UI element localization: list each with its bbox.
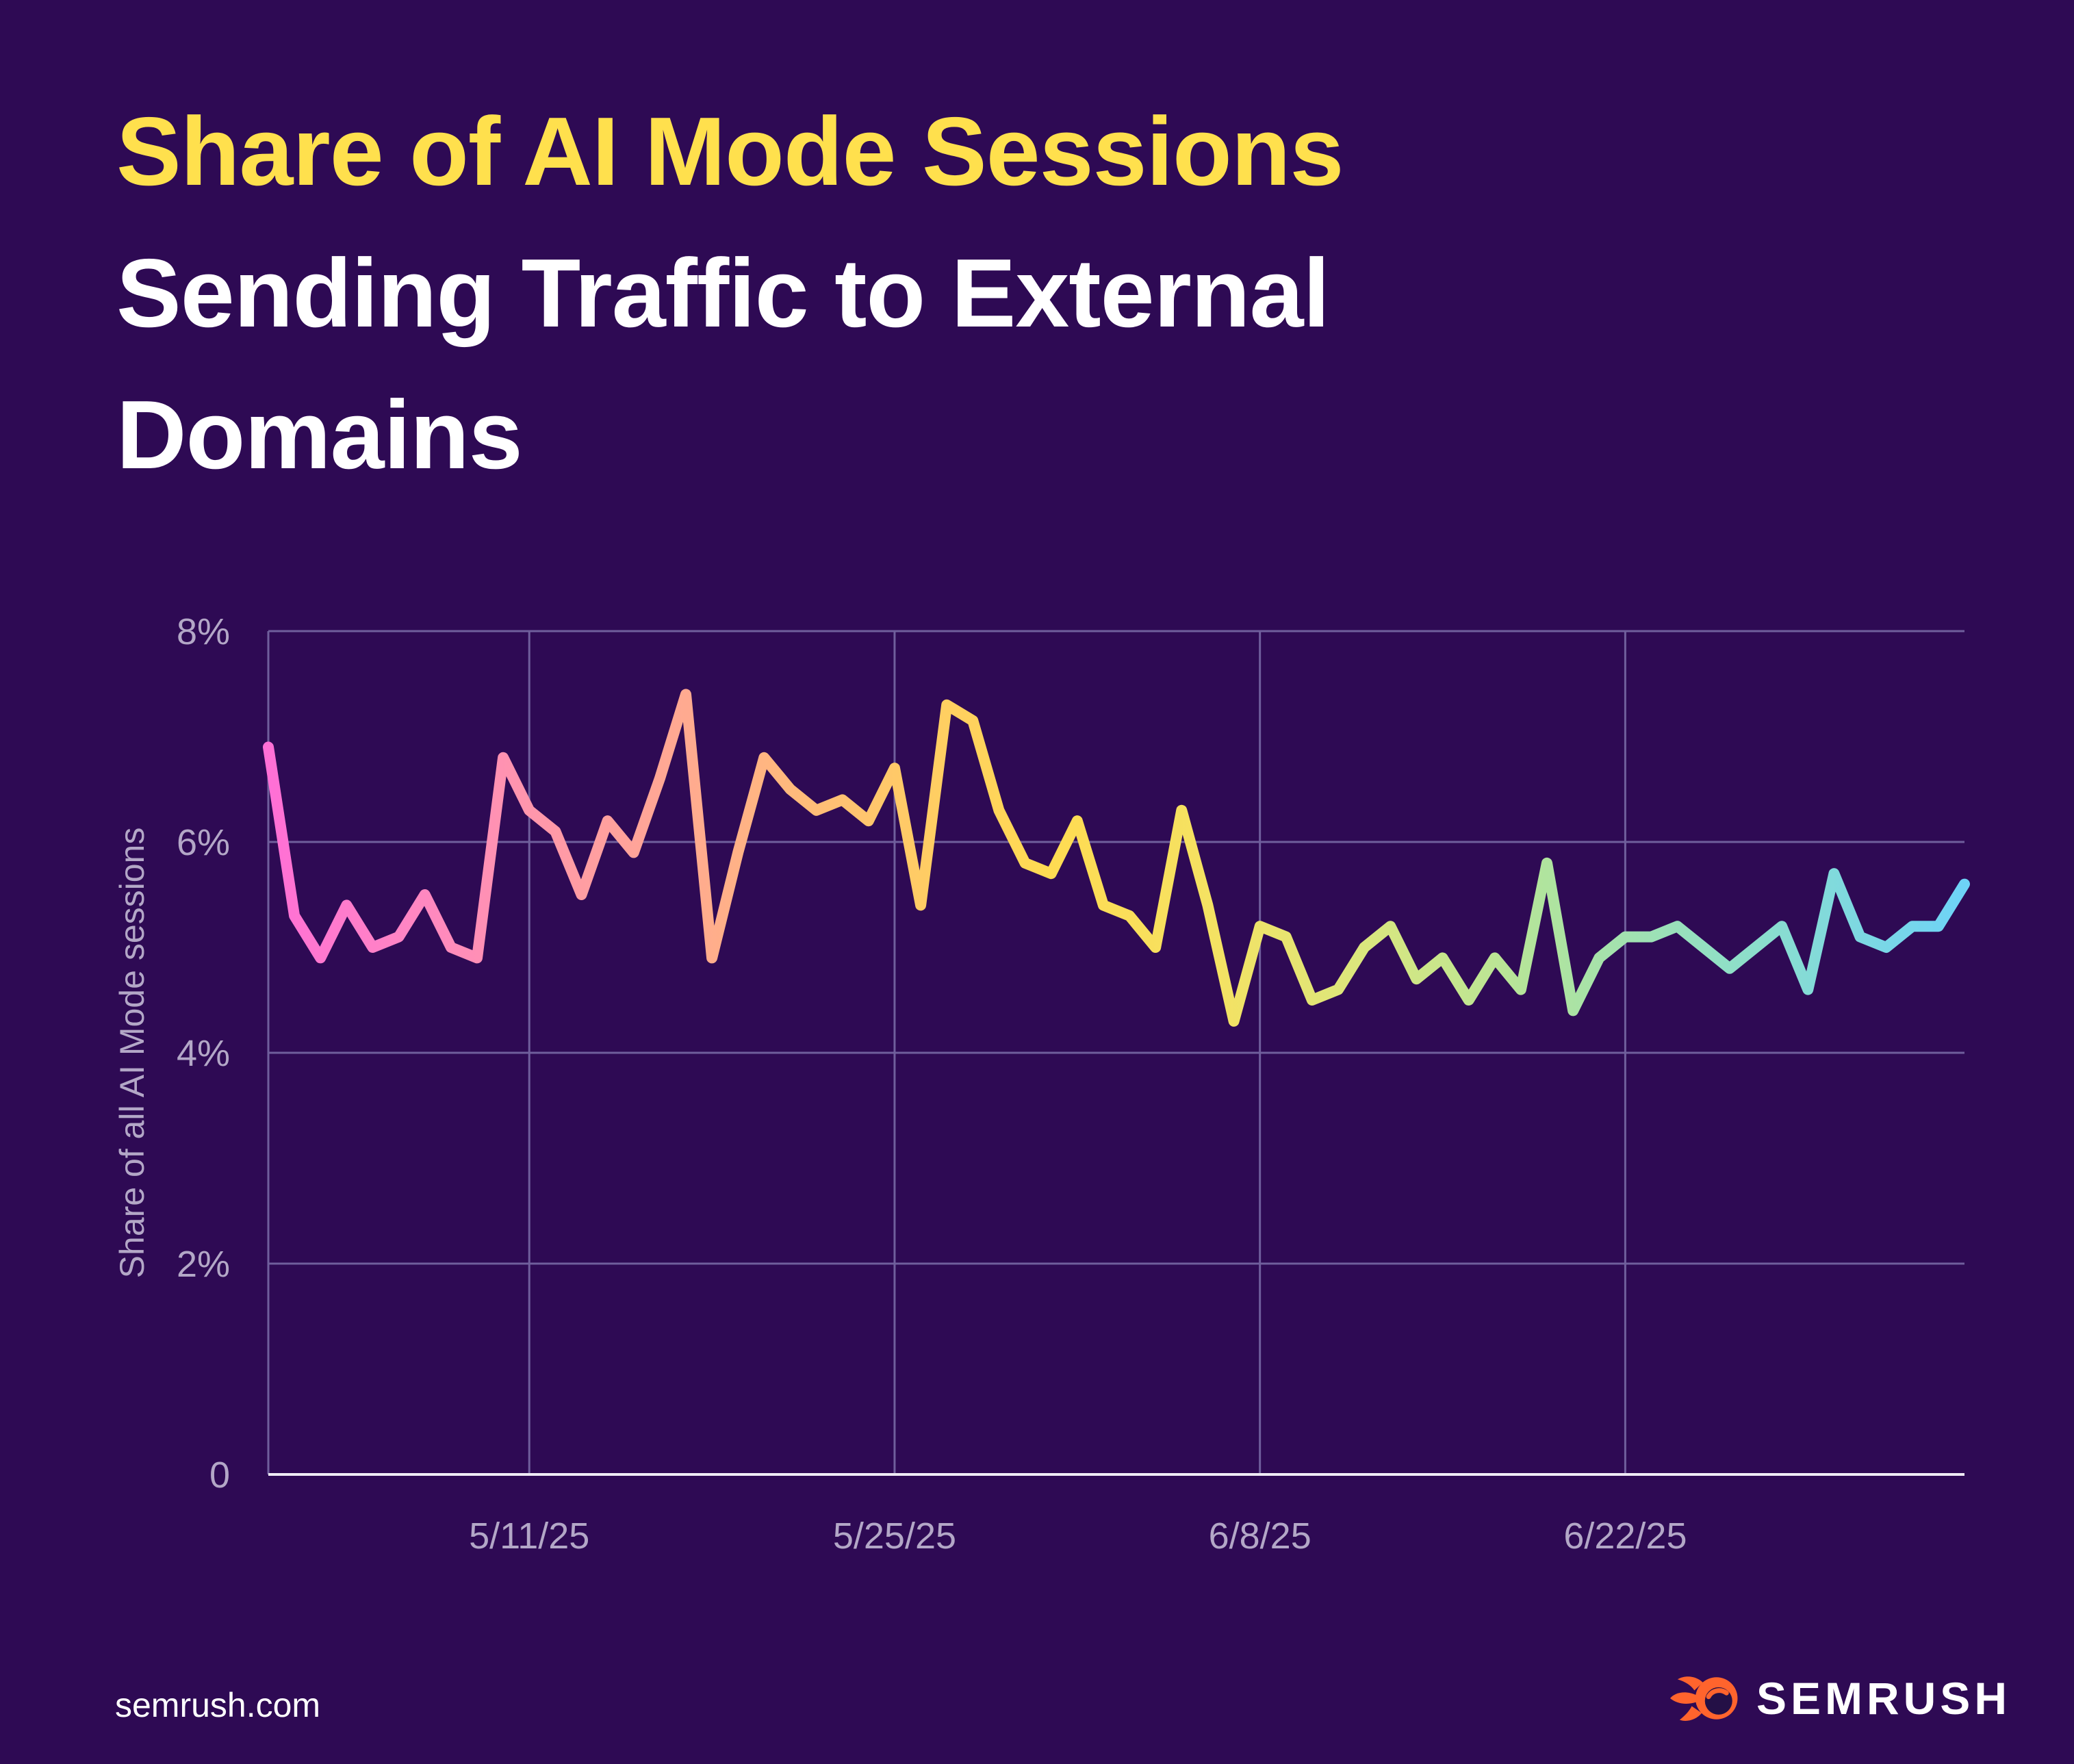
y-tick-label: 6%	[177, 822, 230, 863]
footer-site-url: semrush.com	[115, 1686, 321, 1724]
trend-line	[263, 689, 1970, 1027]
y-tick-label: 8%	[177, 611, 230, 652]
y-tick-label: 2%	[177, 1244, 230, 1285]
y-axis-title: Share of all AI Mode sessions	[113, 828, 151, 1279]
semrush-wordmark: SEMRUSH	[1756, 1673, 2011, 1724]
page-title: Share of AI Mode Sessions Sending Traffi…	[116, 81, 1344, 506]
title-line-3: Domains	[116, 381, 523, 489]
title-line-1: Share of AI Mode Sessions	[116, 97, 1344, 206]
semrush-logo: SEMRUSH	[1669, 1669, 2011, 1728]
x-tick-label: 5/25/25	[833, 1516, 956, 1557]
title-line-2: Sending Traffic to External	[116, 239, 1330, 348]
semrush-flame-icon	[1669, 1676, 1738, 1722]
x-tick-label: 6/22/25	[1563, 1516, 1687, 1557]
y-tick-label: 0	[209, 1455, 230, 1496]
x-tick-label: 5/11/25	[469, 1516, 589, 1557]
x-tick-label: 6/8/25	[1209, 1516, 1311, 1557]
y-tick-label: 4%	[177, 1033, 230, 1074]
